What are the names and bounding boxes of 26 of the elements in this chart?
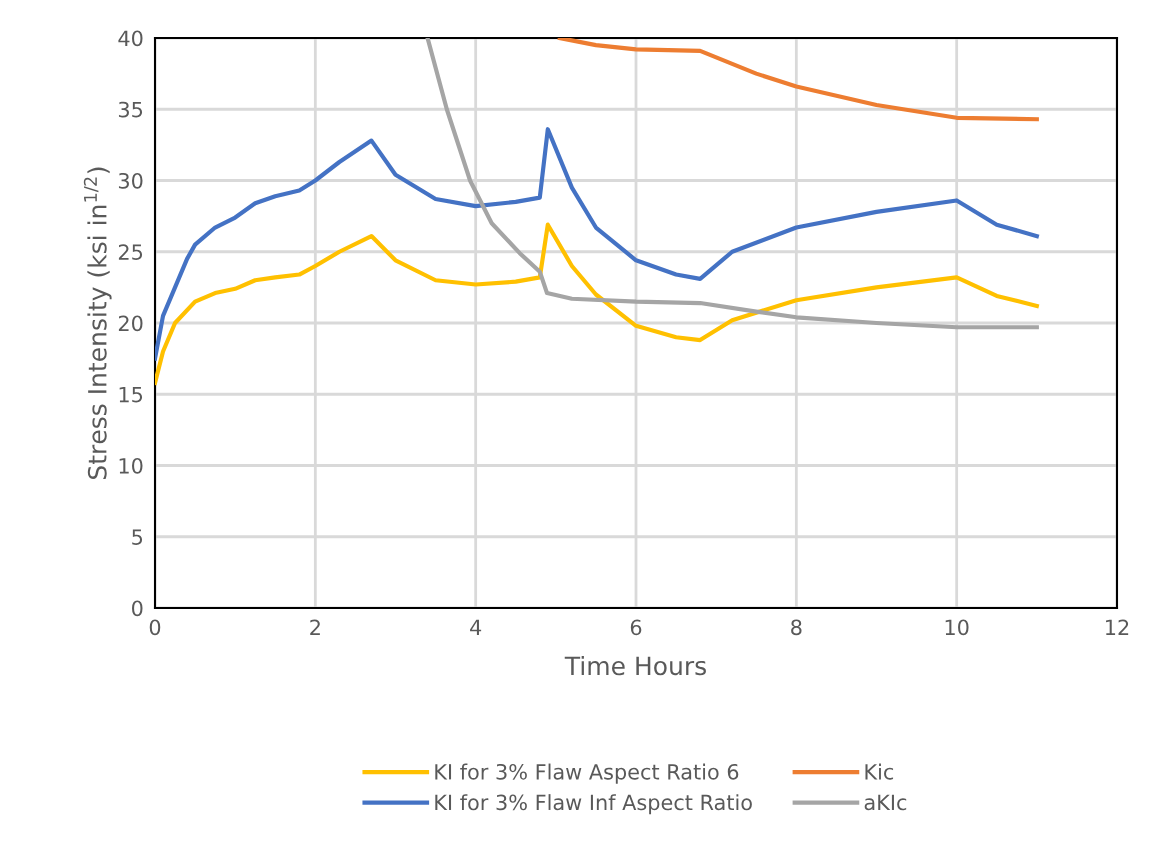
y-tick-label: 15 [119,386,143,403]
line-series [425,38,1039,330]
x-tick-label: 4 [470,619,482,635]
x-tick-label: 8 [791,619,802,636]
legend-label: KI for 3% Flaw Inf Aspect Ratio [435,794,752,815]
y-tick-label: 40 [118,30,143,47]
line-series [557,38,1039,122]
y-tick-label: 35 [118,101,143,118]
legend-label: Kic [865,763,894,780]
y-tick-label: 30 [118,172,143,189]
y-tick-label: 10 [119,457,143,474]
x-tick-label: 10 [945,619,969,636]
legend-label: aKIc [864,794,907,811]
x-axis-title: Time Hours [564,655,706,676]
y-tick-label: 5 [132,529,143,545]
x-tick-label: 2 [310,619,320,635]
y-tick-label: 25 [118,244,143,260]
x-tick-label: 0 [149,619,161,636]
legend-label: KI for 3% Flaw Aspect Ratio 6 [435,763,739,784]
x-tick-label: 6 [630,619,642,636]
line-series [155,127,1039,361]
line-series [155,222,1039,385]
y-tick-label: 0 [132,600,143,617]
y-tick-label: 20 [118,315,143,332]
y-axis-title: Stress Intensity (ksi in$^{1/2}$) [83,167,112,479]
x-tick-label: 12 [1106,619,1129,635]
